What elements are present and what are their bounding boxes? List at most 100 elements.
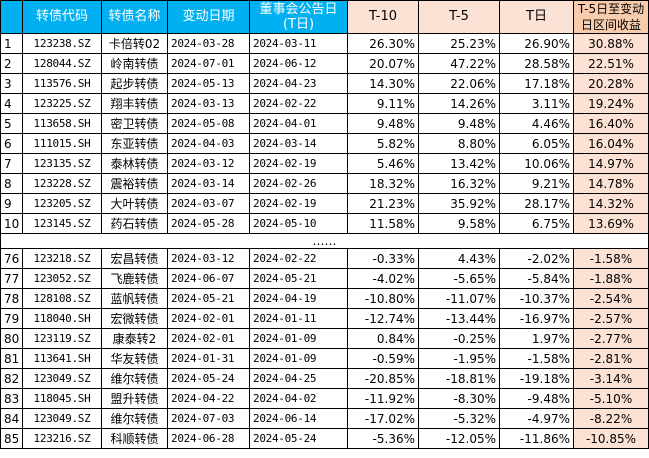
board-date-cell: 2024-01-09 xyxy=(249,348,348,369)
t10-cell: 5.82% xyxy=(347,133,419,154)
t10-cell: -12.74% xyxy=(347,308,419,329)
return-cell: 13.69% xyxy=(573,213,649,234)
return-cell: 14.32% xyxy=(573,193,649,214)
table-row: 3 113576.SH 起步转债 2024-05-13 2024-04-23 14.30%… xyxy=(0,73,649,94)
table-row: 83 118045.SH 盟升转债 2024-04-22 2024-04-02 -11.9… xyxy=(0,388,649,409)
change-date-cell: 2024-04-22 xyxy=(167,388,250,409)
table-row: 79 118040.SH 宏微转债 2024-02-01 2024-01-11 -12.7… xyxy=(0,308,649,329)
t10-cell: 18.32% xyxy=(347,173,419,194)
bond-name-cell: 维尔转债 xyxy=(101,368,168,389)
t10-cell: 21.23% xyxy=(347,193,419,214)
change-date-cell: 2024-05-08 xyxy=(167,113,250,134)
bond-code-cell: 123225.SZ xyxy=(22,93,102,114)
bond-code-cell: 113658.SH xyxy=(22,113,102,134)
t5-cell: 16.32% xyxy=(418,173,500,194)
t-cell: 1.97% xyxy=(499,328,574,349)
t10-cell: 14.30% xyxy=(347,73,419,94)
return-cell: 16.04% xyxy=(573,133,649,154)
row-index: 78 xyxy=(0,288,23,309)
bond-code-cell: 123205.SZ xyxy=(22,193,102,214)
t10-cell: 9.11% xyxy=(347,93,419,114)
table-row: 78 128108.SZ 蓝帆转债 2024-05-21 2024-04-19 -10.8… xyxy=(0,288,649,309)
change-date-cell: 2024-02-01 xyxy=(167,328,250,349)
header-return: T-5日至变动日区间收益 xyxy=(573,0,649,34)
board-date-cell: 2024-02-22 xyxy=(249,248,348,269)
t-cell: -4.97% xyxy=(499,408,574,429)
t5-cell: 25.23% xyxy=(418,33,500,54)
row-index: 1 xyxy=(0,33,23,54)
bond-code-cell: 123049.SZ xyxy=(22,408,102,429)
row-index: 10 xyxy=(0,213,23,234)
return-cell: -2.54% xyxy=(573,288,649,309)
board-date-cell: 2024-05-24 xyxy=(249,428,348,449)
table-row: 8 123228.SZ 震裕转债 2024-03-14 2024-02-26 18.32%… xyxy=(0,173,649,194)
t10-cell: 11.58% xyxy=(347,213,419,234)
bond-code-cell: 113576.SH xyxy=(22,73,102,94)
table-row: 2 128044.SZ 岭南转债 2024-07-01 2024-06-12 20.07%… xyxy=(0,53,649,74)
return-cell: 19.24% xyxy=(573,93,649,114)
row-index: 82 xyxy=(0,368,23,389)
table-row: 77 123052.SZ 飞鹿转债 2024-06-07 2024-05-21 -4.02… xyxy=(0,268,649,289)
t10-cell: -5.36% xyxy=(347,428,419,449)
t5-cell: -12.05% xyxy=(418,428,500,449)
t5-cell: 8.80% xyxy=(418,133,500,154)
t5-cell: -5.32% xyxy=(418,408,500,429)
t-cell: 28.17% xyxy=(499,193,574,214)
row-index: 2 xyxy=(0,53,23,74)
t5-cell: -0.25% xyxy=(418,328,500,349)
board-date-cell: 2024-06-14 xyxy=(249,408,348,429)
change-date-cell: 2024-03-12 xyxy=(167,248,250,269)
row-index: 81 xyxy=(0,348,23,369)
change-date-cell: 2024-07-03 xyxy=(167,408,250,429)
t10-cell: -0.59% xyxy=(347,348,419,369)
t10-cell: 20.07% xyxy=(347,53,419,74)
change-date-cell: 2024-06-07 xyxy=(167,268,250,289)
t-cell: 6.05% xyxy=(499,133,574,154)
bond-name-cell: 盟升转债 xyxy=(101,388,168,409)
bond-code-cell: 118040.SH xyxy=(22,308,102,329)
table-row: 76 123218.SZ 宏昌转债 2024-03-12 2024-02-22 -0.33… xyxy=(0,248,649,269)
table-body-bottom: 76 123218.SZ 宏昌转债 2024-03-12 2024-02-22 -0.33… xyxy=(0,248,649,449)
board-date-cell: 2024-04-23 xyxy=(249,73,348,94)
t5-cell: 9.58% xyxy=(418,213,500,234)
t5-cell: 13.42% xyxy=(418,153,500,174)
return-cell: -2.57% xyxy=(573,308,649,329)
board-date-cell: 2024-03-14 xyxy=(249,133,348,154)
change-date-cell: 2024-02-01 xyxy=(167,308,250,329)
table-row: 10 123145.SZ 药石转债 2024-05-28 2024-05-10 11.58… xyxy=(0,213,649,234)
table-row: 5 113658.SH 密卫转债 2024-05-08 2024-04-01 9.48% 9… xyxy=(0,113,649,134)
bond-name-cell: 宏微转债 xyxy=(101,308,168,329)
t5-cell: 22.06% xyxy=(418,73,500,94)
return-cell: -10.85% xyxy=(573,428,649,449)
header-index xyxy=(0,0,23,34)
board-date-cell: 2024-01-11 xyxy=(249,308,348,329)
bond-code-cell: 111015.SH xyxy=(22,133,102,154)
bond-code-cell: 123135.SZ xyxy=(22,153,102,174)
bond-name-cell: 翔丰转债 xyxy=(101,93,168,114)
t10-cell: 9.48% xyxy=(347,113,419,134)
t5-cell: -18.81% xyxy=(418,368,500,389)
row-index: 4 xyxy=(0,93,23,114)
t-cell: 6.75% xyxy=(499,213,574,234)
return-cell: 16.40% xyxy=(573,113,649,134)
t-cell: 9.21% xyxy=(499,173,574,194)
bond-name-cell: 飞鹿转债 xyxy=(101,268,168,289)
t-cell: -11.86% xyxy=(499,428,574,449)
t10-cell: -20.85% xyxy=(347,368,419,389)
t5-cell: 35.92% xyxy=(418,193,500,214)
return-cell: 22.51% xyxy=(573,53,649,74)
t-cell: -9.48% xyxy=(499,388,574,409)
row-index: 77 xyxy=(0,268,23,289)
bond-code-cell: 123216.SZ xyxy=(22,428,102,449)
t-cell: -19.18% xyxy=(499,368,574,389)
bond-code-cell: 118045.SH xyxy=(22,388,102,409)
t-cell: -5.84% xyxy=(499,268,574,289)
t5-cell: 47.22% xyxy=(418,53,500,74)
t10-cell: -0.33% xyxy=(347,248,419,269)
t5-cell: -11.07% xyxy=(418,288,500,309)
row-index: 9 xyxy=(0,193,23,214)
board-date-cell: 2024-04-25 xyxy=(249,368,348,389)
board-date-cell: 2024-04-19 xyxy=(249,288,348,309)
t5-cell: 14.26% xyxy=(418,93,500,114)
